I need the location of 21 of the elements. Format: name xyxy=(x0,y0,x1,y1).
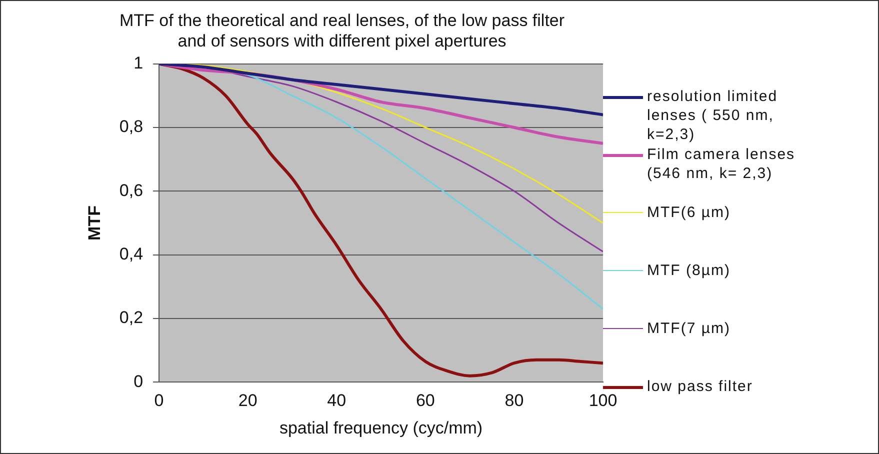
y-axis-title: MTF xyxy=(84,206,104,240)
y-tick-label: 0 xyxy=(134,372,144,391)
x-tick-label: 60 xyxy=(416,391,435,410)
chart-title: MTF of the theoretical and real lenses, of the low pass filter and of sensors with different pixel apertures xyxy=(119,10,565,50)
legend-label: Film camera lenses (546 nm, k= 2,3) xyxy=(647,145,796,183)
y-tick-label: 0,2 xyxy=(119,308,144,328)
x-tick-label: 100 xyxy=(588,391,618,410)
legend-label: MTF(7 µm) xyxy=(647,319,732,338)
x-tick-label: 0 xyxy=(154,391,164,410)
y-tick-label: 1 xyxy=(134,53,144,72)
legend-label: resolution limited lenses ( 550 nm, k=2,3) xyxy=(647,87,779,144)
y-tick-label: 0,6 xyxy=(119,180,144,200)
legend-label: MTF (8µm) xyxy=(647,261,732,280)
legend-label: low pass filter xyxy=(647,377,754,396)
y-tick-label: 0,8 xyxy=(119,117,144,136)
x-tick-label: 80 xyxy=(504,391,524,410)
y-tick-label: 0,4 xyxy=(119,244,144,264)
x-axis-title: spatial frequency (cyc/mm) xyxy=(279,418,483,438)
x-tick-label: 40 xyxy=(327,391,346,410)
legend-label: MTF(6 µm) xyxy=(647,203,732,222)
x-tick-label: 20 xyxy=(238,391,258,410)
